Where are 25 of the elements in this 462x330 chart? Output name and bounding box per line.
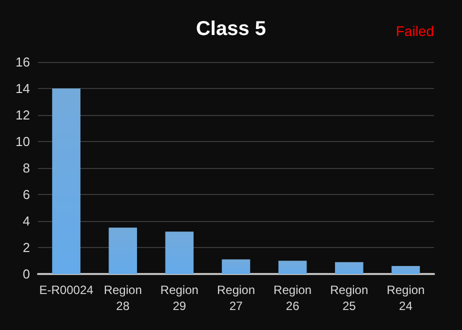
chart-title: Class 5	[196, 18, 266, 40]
bar	[52, 88, 80, 274]
y-tick-label: 4	[22, 214, 30, 228]
bar	[335, 262, 364, 274]
x-tick-label: Region 28	[104, 283, 142, 313]
x-tick-label: Region 29	[160, 283, 198, 313]
y-tick-label: 6	[22, 187, 30, 202]
x-tick-label: Region 25	[330, 283, 368, 313]
bar	[108, 228, 137, 274]
x-tick-label: Region 27	[216, 283, 256, 313]
x-tick-label: Region 24	[386, 283, 425, 313]
y-tick-label: 8	[22, 160, 30, 176]
bar	[278, 260, 307, 274]
x-tick-label: Region 26	[274, 283, 312, 313]
y-tick-label: 2	[22, 240, 30, 255]
y-tick-label: 10	[16, 134, 30, 149]
y-tick-label: 16	[16, 54, 30, 70]
bar	[165, 232, 194, 274]
bar	[222, 259, 250, 274]
text: Failed	[396, 23, 434, 39]
y-tick-label: 0	[22, 266, 30, 282]
y-tick-label: 12	[16, 108, 30, 122]
y-tick-label: 14	[16, 81, 30, 96]
bar	[392, 266, 420, 274]
x-tick-label: E-R00024	[39, 283, 94, 297]
